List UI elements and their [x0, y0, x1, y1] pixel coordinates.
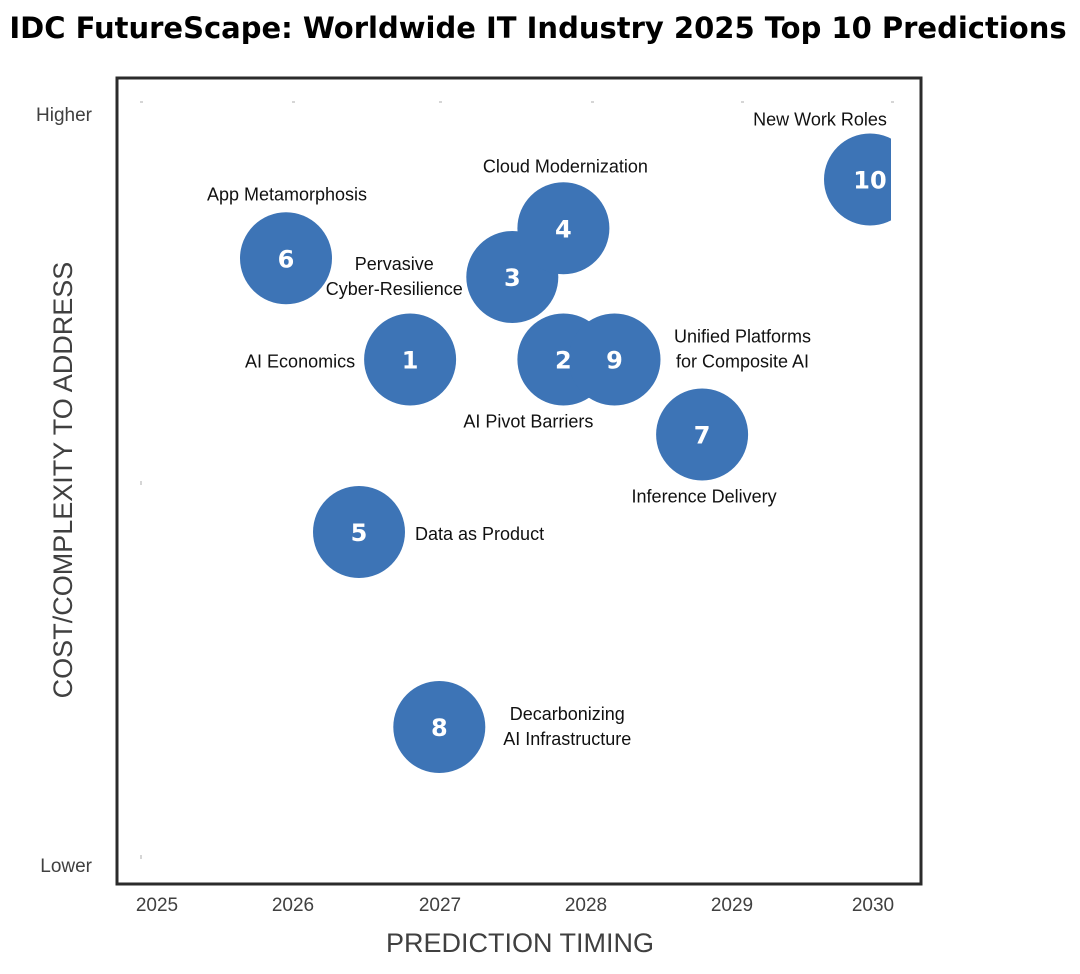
bubble-label: AI Economics [245, 352, 355, 372]
grid-tick-mark [439, 101, 442, 103]
bubble-number: 1 [402, 347, 419, 375]
y-tick-label: Lower [40, 856, 92, 877]
bubble-number: 2 [555, 347, 572, 375]
plot-frame [115, 76, 923, 886]
x-tick-label: 2025 [136, 895, 178, 916]
grid-tick-mark [741, 101, 744, 103]
bubble-label: App Metamorphosis [207, 184, 367, 204]
x-tick-label: 2026 [272, 895, 314, 916]
y-tick-label: Higher [36, 105, 93, 126]
bubble-7 [656, 388, 749, 481]
bubble-label: AI Pivot Barriers [463, 412, 593, 432]
grid-tick-mark [292, 101, 295, 103]
bubble-label: Decarbonizing AI Infrastructure [503, 704, 631, 749]
bubble-labels: 1 AI Economics 2 AI Pivot Barriers 3 Pervasiv… [207, 110, 887, 750]
x-tick-label: 2030 [852, 895, 894, 916]
bubble-number: 6 [278, 245, 295, 273]
bubble-10 [824, 133, 891, 226]
y-axis-ticks: Higher Lower [36, 105, 93, 877]
bubble-number: 8 [431, 714, 448, 742]
bubble-label: Inference Delivery [632, 487, 777, 507]
bubble-4 [517, 182, 610, 275]
chart-title: IDC FutureScape: Worldwide IT Industry 2… [9, 11, 1066, 45]
bubble-number: 10 [853, 167, 886, 195]
gridline-marks [140, 101, 894, 859]
bubbles [240, 133, 891, 773]
bubble-number: 4 [555, 215, 572, 243]
bubble-label: Unified Platforms for Composite AI [674, 327, 811, 372]
bubble-number: 3 [504, 264, 521, 292]
bubble-5 [313, 486, 405, 578]
bubble-label: Pervasive Cyber-Resilience [326, 254, 463, 299]
grid-tick-mark [891, 101, 894, 103]
y-axis-title: COST/COMPLEXITY TO ADDRESS [48, 262, 78, 699]
x-axis-ticks: 2025 2026 2027 2028 2029 2030 [136, 895, 894, 916]
x-tick-label: 2028 [565, 895, 607, 916]
bubble-1 [364, 313, 457, 406]
bubble-label: Data as Product [415, 524, 544, 544]
bubble-6 [240, 212, 332, 305]
x-tick-label: 2029 [711, 895, 753, 916]
x-axis-title: PREDICTION TIMING [386, 928, 654, 958]
bubble-label: New Work Roles [753, 110, 887, 130]
bubble-number: 7 [694, 422, 711, 450]
bubble-number: 5 [351, 519, 368, 547]
x-tick-label: 2027 [419, 895, 461, 916]
bubble-8 [393, 681, 486, 773]
grid-tick-mark [140, 101, 143, 103]
grid-tick-mark [140, 855, 142, 859]
grid-tick-mark [591, 101, 594, 103]
bubble-label: Cloud Modernization [483, 156, 648, 176]
bubble-9 [568, 313, 661, 406]
bubble-number: 9 [606, 347, 623, 375]
grid-tick-mark [140, 481, 142, 485]
